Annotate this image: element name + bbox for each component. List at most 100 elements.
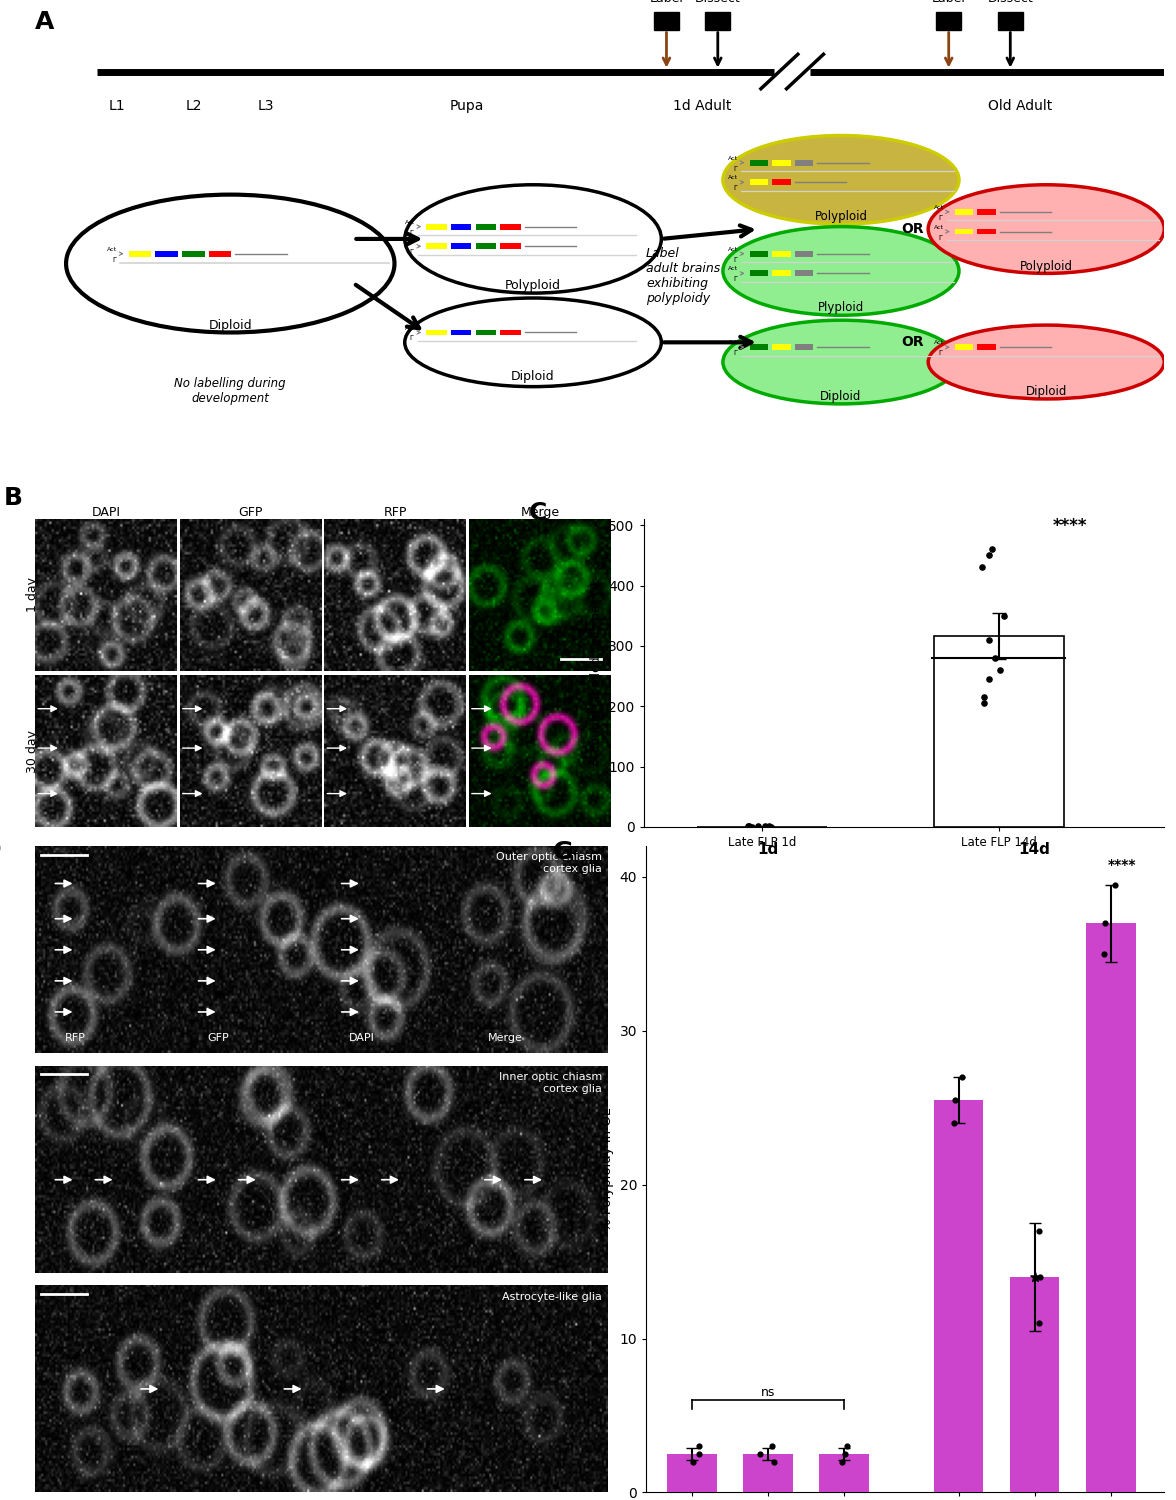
Text: Diploid: Diploid: [820, 390, 862, 404]
Text: Act: Act: [728, 267, 739, 272]
Ellipse shape: [928, 184, 1164, 273]
Point: [983, 537, 1002, 561]
Ellipse shape: [405, 298, 661, 387]
Bar: [450, 243, 472, 249]
Point: [973, 555, 991, 579]
Text: $\Gamma$: $\Gamma$: [409, 248, 415, 256]
Text: Outer optic chiasm
cortex glia: Outer optic chiasm cortex glia: [496, 852, 602, 874]
Bar: [977, 228, 996, 234]
Point: [980, 543, 998, 567]
Text: Act: Act: [405, 326, 415, 330]
Text: $\Gamma$: $\Gamma$: [937, 213, 943, 222]
Title: Merge: Merge: [520, 506, 560, 519]
Bar: [427, 330, 447, 336]
Bar: [934, 636, 1063, 827]
Text: Act: Act: [107, 246, 118, 252]
Text: $\Gamma$: $\Gamma$: [733, 255, 739, 264]
Bar: [208, 251, 232, 257]
Bar: [128, 251, 152, 257]
Text: 1d Adult: 1d Adult: [673, 99, 731, 112]
Bar: [427, 243, 447, 249]
Text: L2: L2: [186, 99, 202, 112]
Point: [762, 815, 781, 839]
Bar: [155, 251, 178, 257]
Text: Label: Label: [649, 0, 683, 4]
Text: Pupa: Pupa: [449, 99, 483, 112]
Text: OR: OR: [902, 222, 924, 236]
Point: [743, 815, 762, 839]
Point: [944, 1112, 963, 1136]
Text: $\Gamma$: $\Gamma$: [409, 333, 415, 342]
Bar: [706, 12, 730, 30]
Text: Act: Act: [934, 340, 943, 345]
Text: $\Gamma$: $\Gamma$: [733, 183, 739, 192]
Bar: [773, 159, 790, 165]
Point: [1096, 910, 1115, 934]
Point: [995, 603, 1014, 627]
Text: Act: Act: [405, 240, 415, 244]
Ellipse shape: [66, 195, 394, 333]
Bar: [450, 224, 472, 230]
Y-axis label: % Polyploidy in OL: % Polyploidy in OL: [601, 1108, 614, 1232]
Point: [953, 1065, 971, 1089]
Text: Act: Act: [728, 176, 739, 180]
Point: [750, 1442, 769, 1466]
Point: [1105, 873, 1124, 897]
Text: ****: ****: [1108, 858, 1136, 873]
Text: Dissect: Dissect: [695, 0, 741, 4]
Title: DAPI: DAPI: [92, 506, 121, 519]
Text: $\Gamma$: $\Gamma$: [409, 228, 415, 237]
Point: [760, 815, 779, 839]
Text: C: C: [529, 501, 548, 525]
Point: [1025, 1264, 1044, 1288]
Point: [689, 1434, 708, 1458]
Text: GFP: GFP: [208, 1034, 229, 1042]
Point: [833, 1449, 851, 1473]
Text: Diploid: Diploid: [208, 318, 252, 332]
Bar: [977, 209, 996, 214]
Bar: [936, 12, 961, 30]
Point: [1029, 1220, 1048, 1244]
Bar: [773, 345, 790, 350]
Text: Old Adult: Old Adult: [989, 99, 1053, 112]
Text: Polyploid: Polyploid: [505, 279, 561, 292]
Point: [946, 1088, 964, 1112]
Text: $\Gamma$: $\Gamma$: [733, 274, 739, 284]
Text: Diploid: Diploid: [512, 370, 555, 384]
Y-axis label: 1 day: 1 day: [26, 578, 39, 612]
Point: [974, 686, 993, 709]
Text: B: B: [4, 486, 24, 510]
Y-axis label: 30 day: 30 day: [26, 729, 39, 772]
Point: [990, 658, 1009, 682]
Point: [684, 1449, 703, 1473]
Point: [837, 1434, 856, 1458]
Text: Plyploid: Plyploid: [817, 302, 864, 315]
Point: [740, 815, 759, 839]
Bar: [749, 180, 768, 186]
Title: RFP: RFP: [383, 506, 407, 519]
Text: Dissect: Dissect: [988, 0, 1034, 4]
Text: OR: OR: [902, 336, 924, 350]
Text: L1: L1: [109, 99, 126, 112]
Text: Diploid: Diploid: [1025, 386, 1067, 398]
Text: Act: Act: [728, 246, 739, 252]
Text: Act: Act: [934, 225, 943, 230]
Bar: [182, 251, 205, 257]
Text: Label: Label: [931, 0, 965, 4]
Bar: [500, 330, 521, 336]
Point: [980, 628, 998, 652]
Text: G: G: [553, 840, 574, 864]
Text: Merge: Merge: [487, 1034, 522, 1042]
Y-axis label: # double labelled cells per OL: # double labelled cells per OL: [589, 579, 602, 768]
Point: [835, 1442, 854, 1466]
Text: ****: ****: [1053, 518, 1087, 536]
Text: 1d: 1d: [757, 842, 779, 856]
Bar: [773, 270, 790, 276]
Bar: [475, 330, 496, 336]
Bar: [795, 251, 814, 257]
Ellipse shape: [723, 320, 958, 404]
Bar: [977, 345, 996, 350]
Text: Act: Act: [405, 219, 415, 225]
Bar: [1010, 1276, 1060, 1492]
Text: RFP: RFP: [65, 1034, 86, 1042]
